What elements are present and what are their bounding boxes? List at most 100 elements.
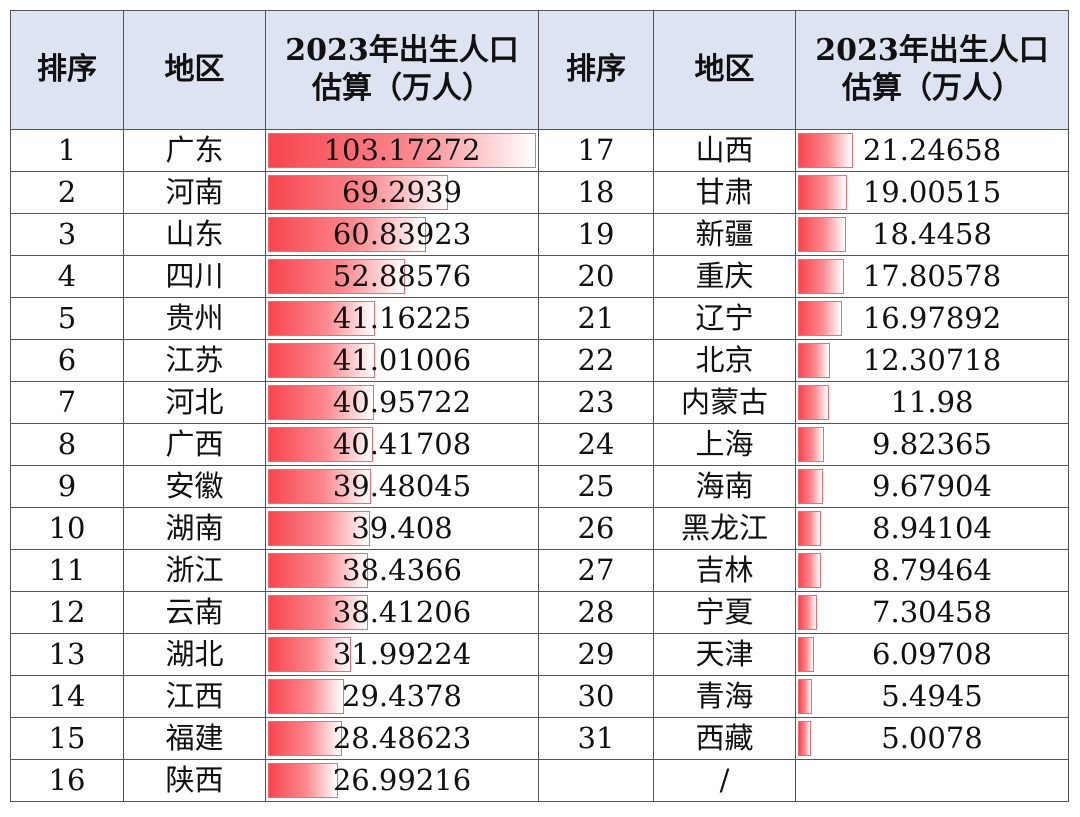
table-row: 10 湖南 39.408 26 黑龙江 8.94104 bbox=[10, 507, 1069, 550]
birth-value-text: 29.4378 bbox=[342, 679, 462, 713]
birth-value-cell: 19.00515 bbox=[795, 171, 1069, 214]
birth-value-cell: 41.16225 bbox=[265, 297, 539, 340]
rank-cell: 13 bbox=[10, 633, 124, 676]
rank-cell: 14 bbox=[10, 675, 124, 718]
birth-value-cell: 6.09708 bbox=[795, 633, 1069, 676]
data-bar bbox=[268, 763, 338, 798]
rank-cell: 31 bbox=[538, 717, 654, 760]
table-row: 16 陕西 26.99216 / bbox=[10, 759, 1069, 802]
birth-value-text: 60.83923 bbox=[332, 217, 472, 251]
birth-value-cell: 103.17272 bbox=[265, 129, 539, 172]
header-value-left: 2023年出生人口 估算（万人） bbox=[265, 10, 539, 130]
birth-value-cell: 60.83923 bbox=[265, 213, 539, 256]
birth-value-text: 40.95722 bbox=[332, 385, 472, 419]
birth-value-text: 8.94104 bbox=[872, 511, 992, 545]
birth-population-table-container: 排序 地区 2023年出生人口 估算（万人） 排序 地区 2023年出生人口 估… bbox=[10, 10, 1069, 802]
birth-value-text: 40.41708 bbox=[332, 427, 472, 461]
data-bar bbox=[798, 301, 842, 336]
region-cell: 云南 bbox=[123, 591, 266, 634]
data-bar bbox=[798, 679, 812, 714]
rank-cell: 30 bbox=[538, 675, 654, 718]
birth-value-cell: 7.30458 bbox=[795, 591, 1069, 634]
region-cell: 西藏 bbox=[653, 717, 796, 760]
birth-value-cell: 16.97892 bbox=[795, 297, 1069, 340]
data-bar bbox=[268, 133, 536, 168]
region-cell: 河北 bbox=[123, 381, 266, 424]
rank-cell: 15 bbox=[10, 717, 124, 760]
birth-value-cell: 17.80578 bbox=[795, 255, 1069, 298]
birth-value-text: 18.4458 bbox=[872, 217, 992, 251]
region-cell: 北京 bbox=[653, 339, 796, 382]
region-cell: 上海 bbox=[653, 423, 796, 466]
birth-value-cell: 39.408 bbox=[265, 507, 539, 550]
birth-value-cell: 29.4378 bbox=[265, 675, 539, 718]
region-cell: 河南 bbox=[123, 171, 266, 214]
table-row: 4 四川 52.88576 20 重庆 17.80578 bbox=[10, 255, 1069, 298]
region-cell: 安徽 bbox=[123, 465, 266, 508]
rank-cell: 8 bbox=[10, 423, 124, 466]
region-cell: 广东 bbox=[123, 129, 266, 172]
birth-value-cell: 5.4945 bbox=[795, 675, 1069, 718]
birth-value-text: 31.99224 bbox=[332, 637, 472, 671]
birth-value-text: 38.41206 bbox=[332, 595, 472, 629]
birth-value-text: 12.30718 bbox=[862, 343, 1002, 377]
birth-value-cell: 38.4366 bbox=[265, 549, 539, 592]
birth-value-cell: 39.48045 bbox=[265, 465, 539, 508]
rank-cell: 22 bbox=[538, 339, 654, 382]
rank-cell: 25 bbox=[538, 465, 654, 508]
rank-cell: 27 bbox=[538, 549, 654, 592]
table-row: 2 河南 69.2939 18 甘肃 19.00515 bbox=[10, 171, 1069, 214]
data-bar bbox=[798, 175, 847, 210]
birth-value-text: 52.88576 bbox=[332, 259, 472, 293]
birth-value-cell: 5.0078 bbox=[795, 717, 1069, 760]
birth-value-text: 17.80578 bbox=[862, 259, 1002, 293]
table-row: 9 安徽 39.48045 25 海南 9.67904 bbox=[10, 465, 1069, 508]
birth-value-text: 5.0078 bbox=[881, 721, 983, 755]
data-bar bbox=[798, 553, 821, 588]
rank-cell: 16 bbox=[10, 759, 124, 802]
birth-value-text: 7.30458 bbox=[872, 595, 992, 629]
header-row: 排序 地区 2023年出生人口 估算（万人） 排序 地区 2023年出生人口 估… bbox=[10, 10, 1069, 130]
rank-cell: 23 bbox=[538, 381, 654, 424]
data-bar bbox=[268, 637, 351, 672]
region-cell: 陕西 bbox=[123, 759, 266, 802]
data-bar bbox=[798, 217, 846, 252]
table-row: 15 福建 28.48623 31 西藏 5.0078 bbox=[10, 717, 1069, 760]
birth-value-text: 41.01006 bbox=[332, 343, 472, 377]
birth-value-cell: 11.98 bbox=[795, 381, 1069, 424]
header-value-line2: 估算（万人） bbox=[312, 71, 492, 106]
table-row: 12 云南 38.41206 28 宁夏 7.30458 bbox=[10, 591, 1069, 634]
birth-value-text: 19.00515 bbox=[862, 175, 1002, 209]
region-cell: 新疆 bbox=[653, 213, 796, 256]
birth-value-text: 26.99216 bbox=[332, 763, 472, 797]
rank-cell: 29 bbox=[538, 633, 654, 676]
region-cell: 重庆 bbox=[653, 255, 796, 298]
birth-value-text: 8.79464 bbox=[872, 553, 992, 587]
data-bar bbox=[268, 679, 344, 714]
region-cell: 四川 bbox=[123, 255, 266, 298]
header-value-line2: 估算（万人） bbox=[842, 71, 1022, 106]
birth-value-cell: 9.67904 bbox=[795, 465, 1069, 508]
birth-value-text: 21.24658 bbox=[862, 133, 1002, 167]
birth-value-cell: 28.48623 bbox=[265, 717, 539, 760]
birth-value-cell: 41.01006 bbox=[265, 339, 539, 382]
region-cell: 贵州 bbox=[123, 297, 266, 340]
rank-cell: 6 bbox=[10, 339, 124, 382]
region-cell: 辽宁 bbox=[653, 297, 796, 340]
region-cell: 青海 bbox=[653, 675, 796, 718]
data-bar bbox=[268, 301, 375, 336]
birth-value-text: 9.67904 bbox=[872, 469, 992, 503]
data-bar bbox=[798, 469, 823, 504]
region-cell: 江苏 bbox=[123, 339, 266, 382]
rank-cell: 10 bbox=[10, 507, 124, 550]
birth-value-text: 39.48045 bbox=[332, 469, 472, 503]
table-row: 6 江苏 41.01006 22 北京 12.30718 bbox=[10, 339, 1069, 382]
data-bar bbox=[798, 511, 821, 546]
birth-value-text: 16.97892 bbox=[862, 301, 1002, 335]
region-cell: 宁夏 bbox=[653, 591, 796, 634]
data-bar bbox=[268, 595, 368, 630]
birth-value-text: 28.48623 bbox=[332, 721, 472, 755]
rank-cell: 18 bbox=[538, 171, 654, 214]
rank-cell: 9 bbox=[10, 465, 124, 508]
rank-cell: 24 bbox=[538, 423, 654, 466]
